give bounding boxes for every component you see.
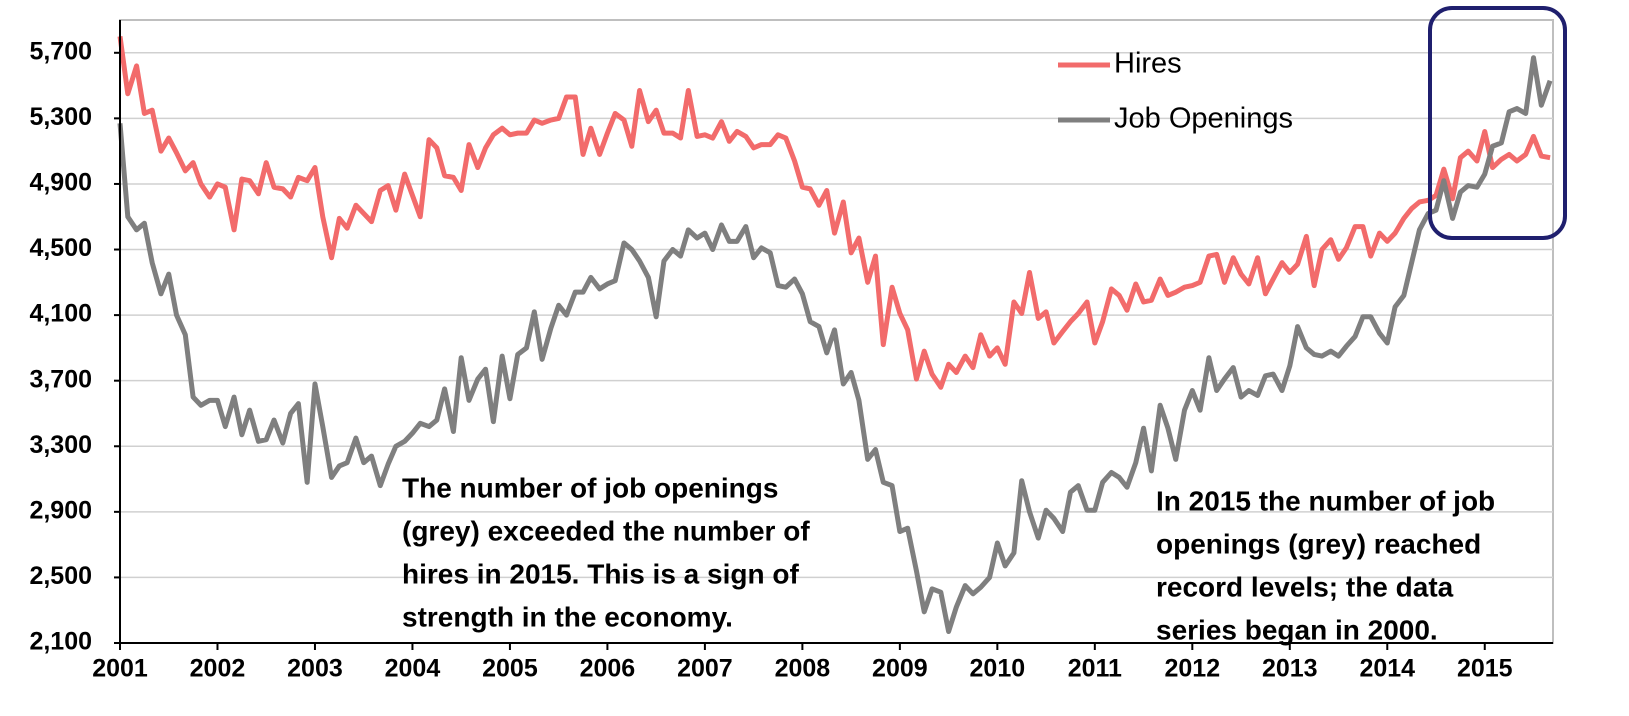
- y-tick-label: 5,700: [29, 37, 92, 65]
- y-tick-label: 5,300: [29, 103, 92, 131]
- x-tick-label: 2003: [287, 655, 343, 683]
- y-tick-label: 3,700: [29, 365, 92, 393]
- annotation: record levels; the data: [1156, 571, 1454, 602]
- x-tick-label: 2007: [677, 655, 733, 683]
- annotation: openings (grey) reached: [1156, 528, 1481, 559]
- x-tick-label: 2015: [1457, 655, 1513, 683]
- annotation: (grey) exceeded the number of: [402, 515, 810, 546]
- series-line: [117, 36, 1551, 390]
- x-tick-label: 2001: [92, 655, 148, 683]
- y-tick-label: 4,100: [29, 300, 92, 328]
- x-tick-label: 2004: [385, 655, 441, 683]
- x-tick-label: 2009: [872, 655, 928, 683]
- y-tick-label: 4,500: [29, 234, 92, 262]
- legend-label: Job Openings: [1114, 103, 1293, 135]
- annotation: In 2015 the number of job: [1156, 485, 1495, 516]
- annotation: The number of job openings: [402, 472, 778, 503]
- highlight-box: [1428, 6, 1567, 240]
- x-tick-label: 2014: [1359, 655, 1415, 683]
- y-tick-label: 2,500: [29, 562, 92, 590]
- x-tick-label: 2013: [1262, 655, 1318, 683]
- x-tick-label: 2006: [580, 655, 636, 683]
- legend-label: Hires: [1114, 48, 1182, 80]
- x-tick-label: 2012: [1165, 655, 1221, 683]
- x-tick-label: 2002: [190, 655, 246, 683]
- x-tick-label: 2005: [482, 655, 538, 683]
- x-tick-label: 2011: [1068, 655, 1122, 683]
- x-tick-label: 2008: [775, 655, 831, 683]
- annotation: strength in the economy.: [402, 601, 733, 632]
- y-tick-label: 4,900: [29, 169, 92, 197]
- y-tick-label: 2,900: [29, 496, 92, 524]
- annotation: hires in 2015. This is a sign of: [402, 558, 799, 589]
- x-tick-label: 2010: [970, 655, 1026, 683]
- y-tick-label: 3,300: [29, 431, 92, 459]
- annotation: series began in 2000.: [1156, 614, 1438, 645]
- y-tick-label: 2,100: [29, 628, 92, 656]
- series-line: [117, 55, 1553, 635]
